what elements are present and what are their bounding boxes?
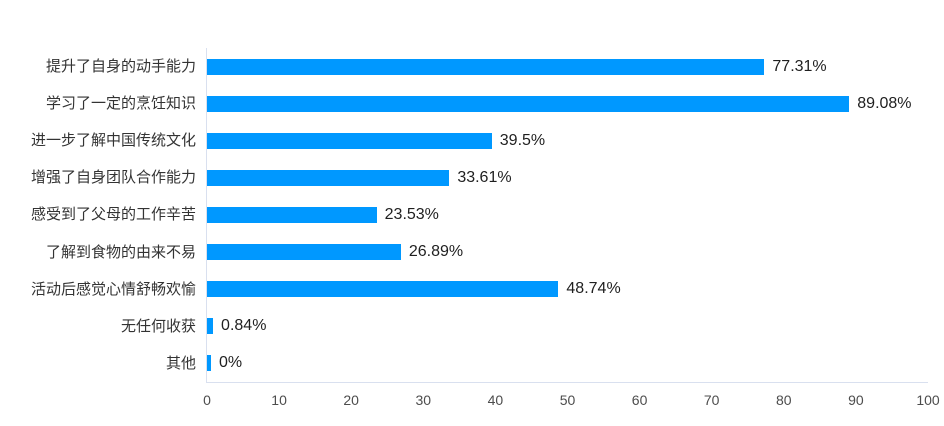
- x-axis-tick-label: 10: [271, 392, 287, 408]
- chart-row: 提升了自身的动手能力 77.31%: [46, 48, 928, 85]
- category-label: 无任何收获: [120, 317, 196, 335]
- x-axis-tick-label: 20: [343, 392, 359, 408]
- x-axis-tick-label: 60: [631, 392, 648, 408]
- x-axis-tick-label: 80: [776, 392, 792, 408]
- chart-row: 学习了一定的烹饪知识 89.08%: [46, 85, 928, 122]
- plot-area: 提升了自身的动手能力 77.31% 学习了一定的烹饪知识 89.08% 进一步了解中国传…: [31, 48, 940, 407]
- value-label: 0%: [219, 354, 243, 372]
- chart-row: 无任何收获 0.84%: [121, 308, 928, 345]
- value-label: 77.31%: [772, 57, 827, 75]
- value-label: 33.61%: [457, 168, 512, 186]
- x-axis-tick-label: 30: [415, 392, 432, 408]
- x-axis-tick-label: 0: [203, 392, 211, 408]
- category-label: 学习了一定的烹饪知识: [45, 95, 196, 113]
- value-label: 26.89%: [408, 243, 464, 261]
- value-label: 23.53%: [384, 205, 439, 223]
- bar[interactable]: [207, 318, 214, 335]
- x-axis-tick-label: 90: [848, 392, 864, 408]
- chart-row: 其他 0%: [166, 345, 928, 382]
- category-label: 增强了自身团队合作能力: [30, 169, 196, 187]
- value-label: 89.08%: [857, 94, 912, 112]
- value-label: 0.84%: [221, 317, 267, 335]
- chart-row: 活动后感觉心情舒畅欢愉 48.74%: [31, 271, 928, 308]
- value-label: 48.74%: [566, 280, 621, 298]
- x-axis-tick-label: 50: [559, 392, 576, 408]
- bar[interactable]: [207, 169, 450, 186]
- x-axis-tick-label: 100: [916, 392, 940, 408]
- category-label: 活动后感觉心情舒畅欢愉: [30, 280, 196, 298]
- bar[interactable]: [207, 281, 559, 298]
- value-label: 39.5%: [499, 131, 546, 149]
- x-axis-tick-label: 70: [703, 392, 720, 408]
- bar[interactable]: [207, 132, 492, 149]
- category-label: 其他: [165, 354, 196, 372]
- x-axis-tick-label: 40: [487, 392, 504, 408]
- x-axis: 0 10 20 30 40 50 60 70 80 90 100: [203, 382, 940, 412]
- bar[interactable]: [207, 244, 401, 261]
- chart-row: 进一步了解中国传统文化 39.5%: [31, 122, 928, 159]
- chart-row: 感受到了父母的工作辛苦 23.53%: [31, 196, 928, 233]
- bar-rows: 提升了自身的动手能力 77.31% 学习了一定的烹饪知识 89.08% 进一步了解中国传…: [31, 48, 928, 382]
- chart-row: 增强了自身团队合作能力 33.61%: [31, 159, 928, 196]
- category-label: 感受到了父母的工作辛苦: [30, 206, 196, 224]
- bar[interactable]: [207, 95, 850, 112]
- category-label: 提升了自身的动手能力: [45, 58, 196, 76]
- bar[interactable]: [207, 206, 377, 223]
- category-label: 了解到食物的由来不易: [45, 243, 196, 261]
- category-label: 进一步了解中国传统文化: [30, 132, 196, 150]
- chart-row: 了解到食物的由来不易 26.89%: [46, 234, 928, 271]
- bar[interactable]: [207, 58, 765, 75]
- bar[interactable]: [207, 355, 211, 372]
